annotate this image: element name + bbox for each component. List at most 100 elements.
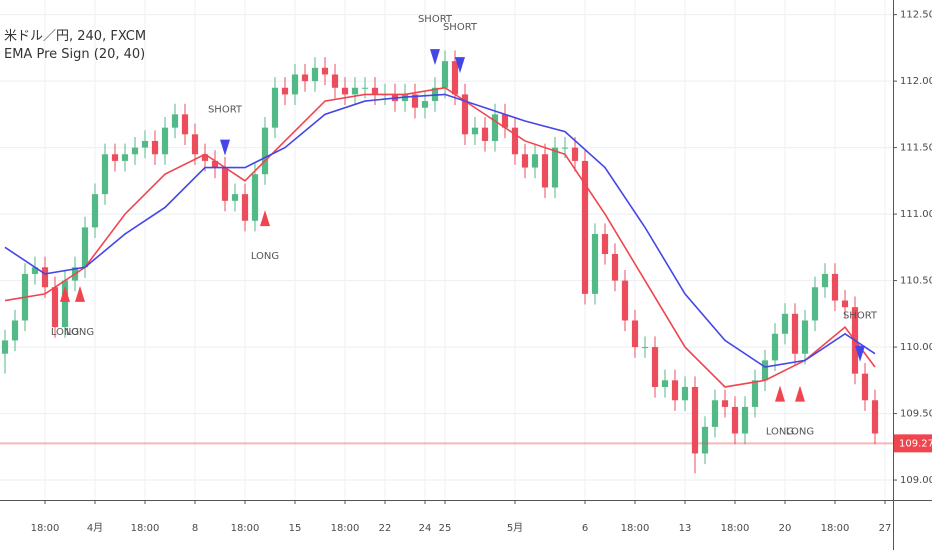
- candle-body: [101, 154, 109, 195]
- candle-body: [31, 267, 39, 274]
- candle-body: [241, 194, 249, 221]
- y-tick-label: 112.500: [900, 10, 932, 21]
- chart-title: 米ドル／円, 240, FXCM: [4, 29, 146, 44]
- candle-body: [591, 234, 599, 294]
- x-tick-label: 27: [879, 523, 892, 534]
- x-tick-label: 18:00: [131, 523, 160, 534]
- x-tick-label: 18:00: [231, 523, 260, 534]
- candle-body: [221, 167, 229, 201]
- x-tick-label: 18:00: [31, 523, 60, 534]
- candle-body: [11, 320, 19, 341]
- candle-body: [641, 347, 649, 349]
- candle-body: [811, 287, 819, 321]
- last-price-box: [894, 434, 932, 453]
- candle-body: [301, 74, 309, 82]
- y-tick-label: 111.500: [900, 143, 932, 154]
- signal-marker: [795, 385, 805, 402]
- candle-body: [821, 273, 829, 288]
- x-tick-label: 6: [582, 523, 588, 534]
- signal-label: LONG: [766, 427, 794, 438]
- candle-body: [861, 373, 869, 401]
- candle-body: [371, 87, 379, 95]
- candle-body: [471, 127, 479, 135]
- x-tick-label: 24: [419, 523, 432, 534]
- candle-body: [561, 147, 569, 149]
- candle-body: [231, 194, 239, 201]
- candle-body: [1, 340, 9, 354]
- candle-body: [491, 114, 499, 141]
- candle-body: [801, 320, 809, 354]
- signal-marker: [75, 285, 85, 302]
- candle-body: [121, 154, 129, 161]
- candle-body: [51, 287, 59, 328]
- candle-body: [271, 87, 279, 128]
- candle-body: [621, 280, 629, 321]
- signal-label: SHORT: [843, 311, 878, 322]
- candle-body: [601, 234, 609, 254]
- signal-marker: [455, 57, 465, 74]
- candle-body: [531, 154, 539, 168]
- x-tick-label: 5月: [507, 522, 523, 534]
- candle-body: [61, 280, 69, 328]
- candle-body: [501, 114, 509, 128]
- ema-line: [4, 86, 876, 388]
- signal-label: SHORT: [208, 105, 243, 116]
- signal-label: LONG: [786, 427, 814, 438]
- candle-body: [421, 101, 429, 108]
- candle-body: [181, 114, 189, 135]
- signal-marker: [775, 385, 785, 402]
- signal-label: LONG: [51, 327, 79, 338]
- candle-body: [291, 74, 299, 95]
- candle-body: [41, 267, 49, 288]
- candle-body: [441, 61, 449, 88]
- candle-body: [721, 400, 729, 407]
- candle-body: [461, 94, 469, 135]
- candle-body: [671, 380, 679, 401]
- candle-body: [261, 127, 269, 175]
- signal-marker: [855, 345, 865, 362]
- signal-marker: [430, 49, 440, 66]
- candle-body: [781, 313, 789, 334]
- signal-label: LONG: [251, 251, 279, 262]
- x-tick-label: 22: [379, 523, 392, 534]
- candle-body: [481, 127, 489, 141]
- x-tick-label: 18:00: [721, 523, 750, 534]
- candle-body: [201, 154, 209, 161]
- candle-body: [211, 160, 219, 168]
- candle-body: [411, 94, 419, 108]
- y-tick-label: 112.000: [900, 76, 932, 87]
- x-tick-label: 25: [439, 523, 452, 534]
- candle-body: [741, 406, 749, 434]
- candle-body: [841, 300, 849, 308]
- candle-body: [451, 61, 459, 95]
- candle-body: [511, 127, 519, 155]
- y-tick-label: 109.000: [900, 475, 932, 486]
- y-tick-label: 111.000: [900, 209, 932, 220]
- candle-body: [171, 114, 179, 128]
- x-tick-label: 18:00: [621, 523, 650, 534]
- candle-body: [691, 386, 699, 454]
- candle-body: [611, 253, 619, 281]
- candle-body: [631, 320, 639, 348]
- candle-body: [161, 127, 169, 155]
- candle-body: [251, 174, 259, 221]
- candle-body: [701, 426, 709, 454]
- candle-body: [341, 87, 349, 95]
- candle-body: [791, 313, 799, 354]
- candle-body: [191, 134, 199, 155]
- candle-body: [681, 386, 689, 401]
- candle-body: [141, 140, 149, 148]
- y-tick-label: 110.500: [900, 276, 932, 287]
- candle-body: [751, 380, 759, 407]
- candle-body: [581, 160, 589, 294]
- candle-body: [331, 74, 339, 88]
- signal-label: SHORT: [443, 22, 478, 33]
- signal-marker: [60, 285, 70, 302]
- candle-body: [571, 147, 579, 161]
- candle-body: [831, 273, 839, 301]
- candle-body: [91, 194, 99, 228]
- candle-body: [871, 400, 879, 434]
